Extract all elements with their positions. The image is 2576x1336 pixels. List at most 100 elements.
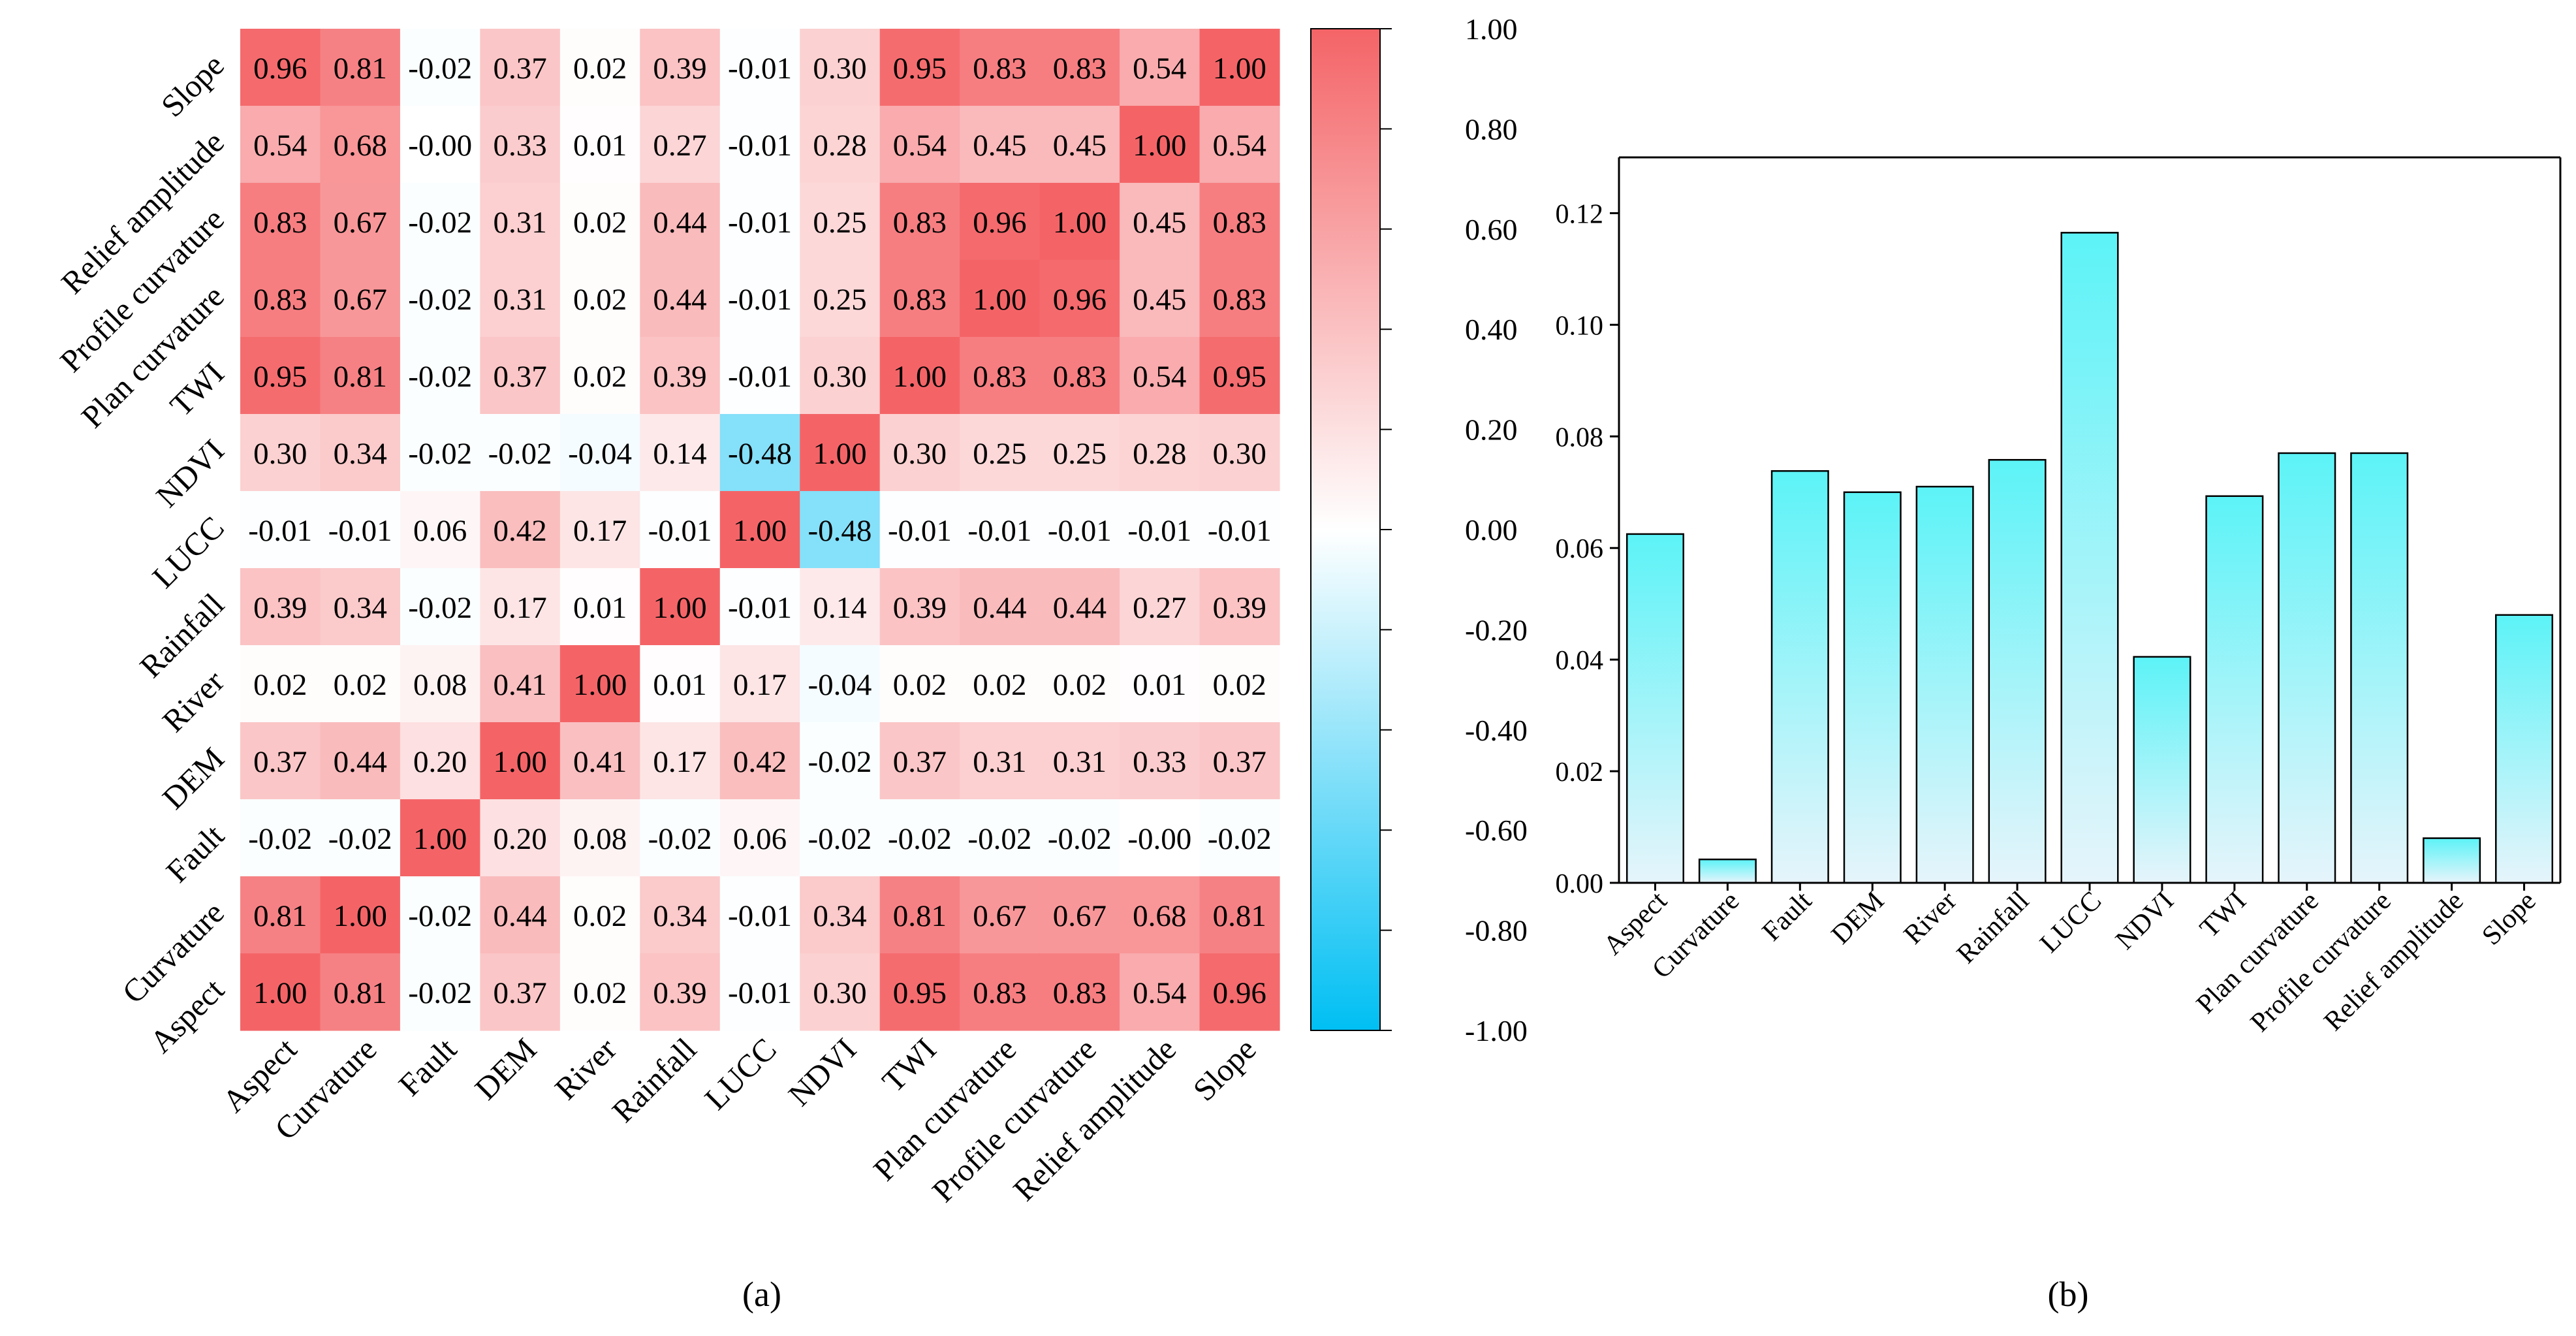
heatmap-x-tick-label: LUCC	[697, 1031, 783, 1117]
heatmap-cell	[400, 337, 480, 415]
heatmap-cell-label: -0.02	[408, 283, 472, 317]
heatmap-cell	[400, 645, 480, 723]
heatmap-cell	[400, 491, 480, 569]
heatmap-cell-label: 0.25	[1053, 437, 1107, 471]
heatmap-cell	[320, 645, 401, 723]
heatmap-cell	[480, 337, 561, 415]
heatmap-cell	[1120, 414, 1201, 492]
heatmap-cell	[800, 568, 881, 646]
heatmap-cell-label: 0.37	[1213, 745, 1266, 779]
heatmap-cell	[1199, 799, 1280, 877]
bar-y-tick-label: 0.06	[1556, 534, 1604, 564]
heatmap-cell-label: -0.01	[728, 206, 792, 240]
heatmap-cell	[879, 337, 960, 415]
heatmap-cell	[1120, 29, 1201, 106]
heatmap-cell	[879, 876, 960, 954]
heatmap-cell-label: -0.01	[728, 976, 792, 1010]
heatmap-cell-label: -0.02	[248, 822, 312, 856]
heatmap-x-tick-label: River	[548, 1031, 623, 1107]
colorbar-tick-label: 1.00	[1465, 12, 1518, 46]
heatmap-cell-label: 0.01	[1133, 668, 1186, 702]
heatmap-cell-label: -0.02	[808, 822, 872, 856]
bar	[2278, 452, 2336, 884]
heatmap-cell-label: -0.01	[967, 514, 1031, 548]
heatmap-cell	[800, 645, 881, 723]
heatmap-cell	[719, 29, 800, 106]
heatmap-cell	[719, 568, 800, 646]
heatmap-cell-label: -0.01	[728, 52, 792, 86]
heatmap-cell	[960, 953, 1041, 1031]
heatmap-cell-label: 0.44	[973, 591, 1026, 625]
heatmap-cell	[1120, 799, 1201, 877]
heatmap-cell-label: -0.00	[408, 129, 472, 163]
heatmap-cell-label: 0.37	[493, 52, 546, 86]
heatmap-cell-label: 0.34	[334, 591, 387, 625]
bar	[2495, 614, 2554, 884]
heatmap-cell	[1120, 106, 1201, 183]
heatmap-cell-label: 0.67	[334, 283, 387, 317]
heatmap-cell-label: 0.83	[973, 52, 1026, 86]
heatmap-cell	[960, 414, 1041, 492]
heatmap-cell-label: 1.00	[334, 899, 387, 933]
heatmap-cell	[1120, 645, 1201, 723]
heatmap-cell-label: 0.34	[653, 899, 706, 933]
heatmap-cell	[800, 953, 881, 1031]
heatmap-cell-label: -0.01	[648, 514, 712, 548]
heatmap-cell-label: 0.39	[253, 591, 307, 625]
heatmap-cell	[960, 260, 1041, 338]
heatmap-cell-label: 0.42	[733, 745, 787, 779]
heatmap-cell-label: -0.02	[408, 206, 472, 240]
heatmap-cell	[320, 414, 401, 492]
heatmap-cell-label: 0.17	[653, 745, 706, 779]
bar	[2133, 656, 2191, 884]
heatmap-cell-label: 0.95	[253, 360, 307, 394]
heatmap-cell-label: 0.39	[893, 591, 947, 625]
heatmap-cell	[320, 29, 401, 106]
heatmap-cell-label: 0.96	[1213, 976, 1266, 1010]
heatmap-cell	[480, 568, 561, 646]
heatmap-cell	[320, 183, 401, 261]
heatmap-cell	[480, 876, 561, 954]
heatmap-cell	[240, 260, 321, 338]
heatmap-cell	[400, 260, 480, 338]
heatmap-cell-label: 0.31	[493, 283, 546, 317]
heatmap-cell	[240, 799, 321, 877]
heatmap-cell-label: 1.00	[973, 283, 1026, 317]
heatmap-cell	[879, 953, 960, 1031]
heatmap-cell	[719, 953, 800, 1031]
heatmap-cell-label: 0.02	[573, 206, 627, 240]
heatmap-cell-label: 0.37	[253, 745, 307, 779]
heatmap-cell-label: -0.48	[728, 437, 792, 471]
heatmap-cell-label: -0.02	[408, 437, 472, 471]
heatmap-cell	[559, 183, 640, 261]
heatmap-cell-label: 0.67	[973, 899, 1026, 933]
bar-x-tick-label: DEM	[1826, 886, 1891, 951]
heatmap-cell-label: 0.68	[1133, 899, 1186, 933]
heatmap-cell	[640, 29, 721, 106]
heatmap-cell-label: 0.02	[573, 976, 627, 1010]
colorbar-tick-label: 0.80	[1465, 112, 1518, 146]
heatmap-cell-label: 0.37	[493, 360, 546, 394]
heatmap-cell-label: 0.67	[334, 206, 387, 240]
heatmap-cell	[879, 722, 960, 800]
heatmap-cell	[879, 260, 960, 338]
heatmap-cell-label: 0.54	[893, 129, 947, 163]
heatmap-cell	[800, 722, 881, 800]
heatmap-cell	[800, 799, 881, 877]
heatmap-cell	[480, 414, 561, 492]
bar	[1843, 491, 1902, 884]
heatmap-cell-label: 0.54	[253, 129, 307, 163]
heatmap-cell-label: -0.01	[728, 129, 792, 163]
heatmap-cell	[640, 491, 721, 569]
heatmap-cell-label: 0.27	[1133, 591, 1186, 625]
bar	[2205, 495, 2264, 884]
heatmap-cell	[1199, 29, 1280, 106]
heatmap-cell-label: 0.54	[1133, 976, 1186, 1010]
heatmap-cell	[480, 106, 561, 183]
heatmap-cell	[719, 722, 800, 800]
heatmap-cell-label: 0.95	[1213, 360, 1266, 394]
heatmap-cell	[320, 337, 401, 415]
heatmap-cell	[320, 568, 401, 646]
heatmap-cell-label: -0.02	[408, 52, 472, 86]
